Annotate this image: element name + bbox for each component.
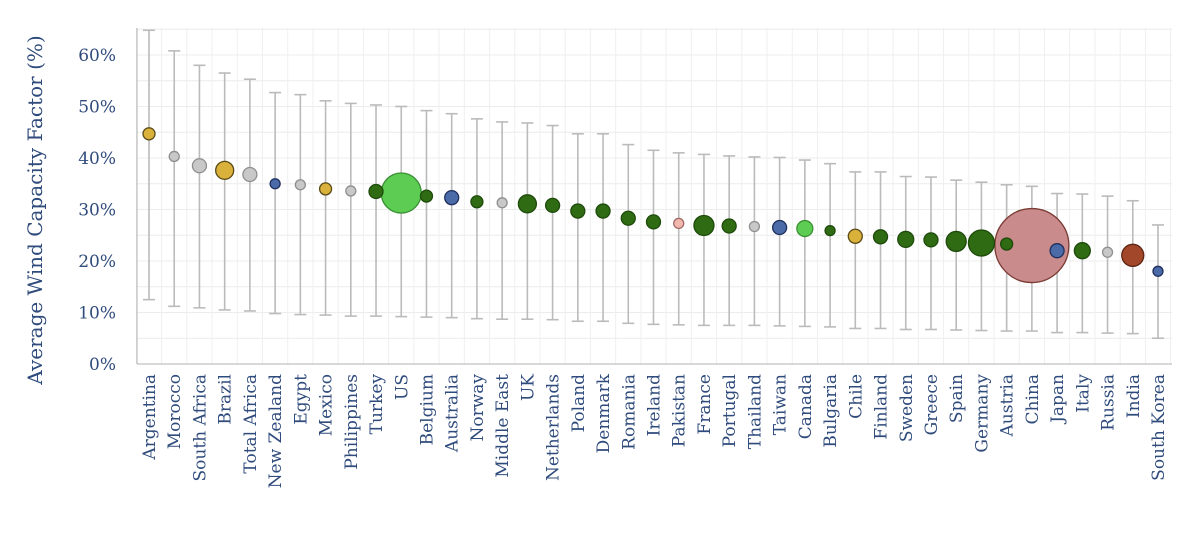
x-category-label: South Korea — [1149, 374, 1169, 481]
x-category-label: Romania — [619, 374, 639, 450]
data-point — [945, 230, 967, 253]
data-point — [470, 195, 484, 209]
x-category-label: Egypt — [291, 374, 311, 425]
data-point — [693, 214, 715, 237]
data-point — [419, 189, 434, 203]
data-points — [142, 127, 1164, 284]
x-category-label: Total Africa — [241, 374, 261, 474]
y-axis-title: Average Wind Capacity Factor (%) — [23, 35, 47, 385]
x-category-label: Belgium — [417, 374, 437, 445]
x-category-label: Portugal — [720, 374, 740, 447]
y-axis: 0% 10% 20% 30% 40% 50% 60% — [78, 28, 1172, 375]
range-whiskers — [143, 29, 1164, 340]
x-category-label: Sweden — [897, 374, 917, 442]
x-category-label: Australia — [443, 374, 463, 453]
data-point — [1152, 265, 1164, 277]
data-point — [897, 230, 915, 249]
y-tick-label: 0% — [89, 355, 116, 375]
x-category-label: New Zealand — [266, 374, 286, 488]
x-category-label: India — [1124, 374, 1144, 418]
x-category-label: France — [695, 374, 715, 435]
data-point — [380, 172, 422, 214]
gridlines — [135, 28, 1172, 364]
x-category-label: Taiwan — [771, 374, 791, 435]
data-point — [721, 218, 737, 234]
data-point — [967, 229, 996, 257]
x-category-label: Germany — [972, 374, 992, 453]
y-tick-label: 50% — [78, 98, 116, 118]
x-category-label: Austria — [998, 374, 1018, 437]
x-category-label: Italy — [1073, 374, 1093, 413]
y-tick-label: 60% — [78, 46, 116, 66]
x-category-label: Japan — [1048, 374, 1068, 425]
x-category-label: Mexico — [317, 374, 337, 436]
y-tick-label: 40% — [78, 149, 116, 169]
x-category-label: Middle East — [493, 374, 513, 478]
x-category-label: South Africa — [190, 374, 210, 482]
data-point — [269, 178, 281, 190]
x-category-label: Russia — [1099, 374, 1119, 431]
x-category-label: Spain — [947, 374, 967, 423]
data-point — [595, 203, 611, 219]
data-point — [517, 194, 538, 214]
x-category-label: Pakistan — [670, 374, 690, 447]
x-category-label: Finland — [872, 374, 892, 440]
y-tick-label: 10% — [78, 304, 116, 324]
data-point — [1121, 243, 1145, 267]
data-point — [645, 214, 662, 230]
y-tick-label: 30% — [78, 201, 116, 221]
data-point — [872, 229, 889, 245]
data-point — [345, 185, 357, 197]
x-category-label: Thailand — [745, 374, 765, 449]
data-point — [496, 197, 508, 209]
x-category-label: Brazil — [216, 374, 236, 425]
data-point — [242, 166, 258, 183]
data-point — [994, 207, 1070, 284]
data-point — [796, 219, 814, 238]
x-category-label: Norway — [468, 374, 488, 442]
x-axis-labels: Argentina Morocco South Africa Brazil Total … — [140, 373, 1169, 488]
data-point — [620, 210, 636, 226]
x-category-label: Argentina — [140, 374, 160, 461]
data-point — [368, 183, 384, 200]
x-category-label: China — [1023, 374, 1043, 424]
x-category-label: Greece — [922, 374, 942, 435]
x-category-label: Chile — [846, 374, 866, 419]
data-point — [1101, 246, 1114, 258]
x-category-label: US — [392, 374, 412, 400]
x-category-label: Bulgaria — [821, 374, 841, 448]
data-point — [215, 160, 235, 181]
data-point — [748, 220, 761, 233]
data-point — [923, 232, 939, 248]
x-category-label: Poland — [569, 374, 589, 433]
data-point — [673, 217, 685, 230]
x-category-label: Philippines — [342, 374, 362, 470]
data-point — [1073, 242, 1091, 260]
x-category-label: Morocco — [165, 374, 185, 449]
x-category-label: Turkey — [367, 374, 387, 435]
data-point — [444, 190, 460, 206]
x-category-label: Canada — [796, 374, 816, 439]
data-point — [318, 182, 333, 196]
x-category-label: Ireland — [645, 374, 665, 436]
data-point — [142, 127, 156, 141]
data-point — [1000, 237, 1014, 251]
x-category-label: Netherlands — [544, 374, 564, 481]
data-point — [824, 224, 836, 237]
y-tick-label: 20% — [78, 252, 116, 272]
x-category-label: Denmark — [594, 373, 614, 453]
data-point — [771, 219, 788, 236]
data-point — [168, 150, 180, 163]
data-point — [544, 197, 561, 214]
x-category-label: UK — [518, 374, 538, 401]
data-point — [847, 228, 863, 244]
data-point — [191, 158, 208, 174]
data-point — [1049, 243, 1065, 259]
data-point — [294, 179, 307, 191]
data-point — [570, 203, 586, 219]
